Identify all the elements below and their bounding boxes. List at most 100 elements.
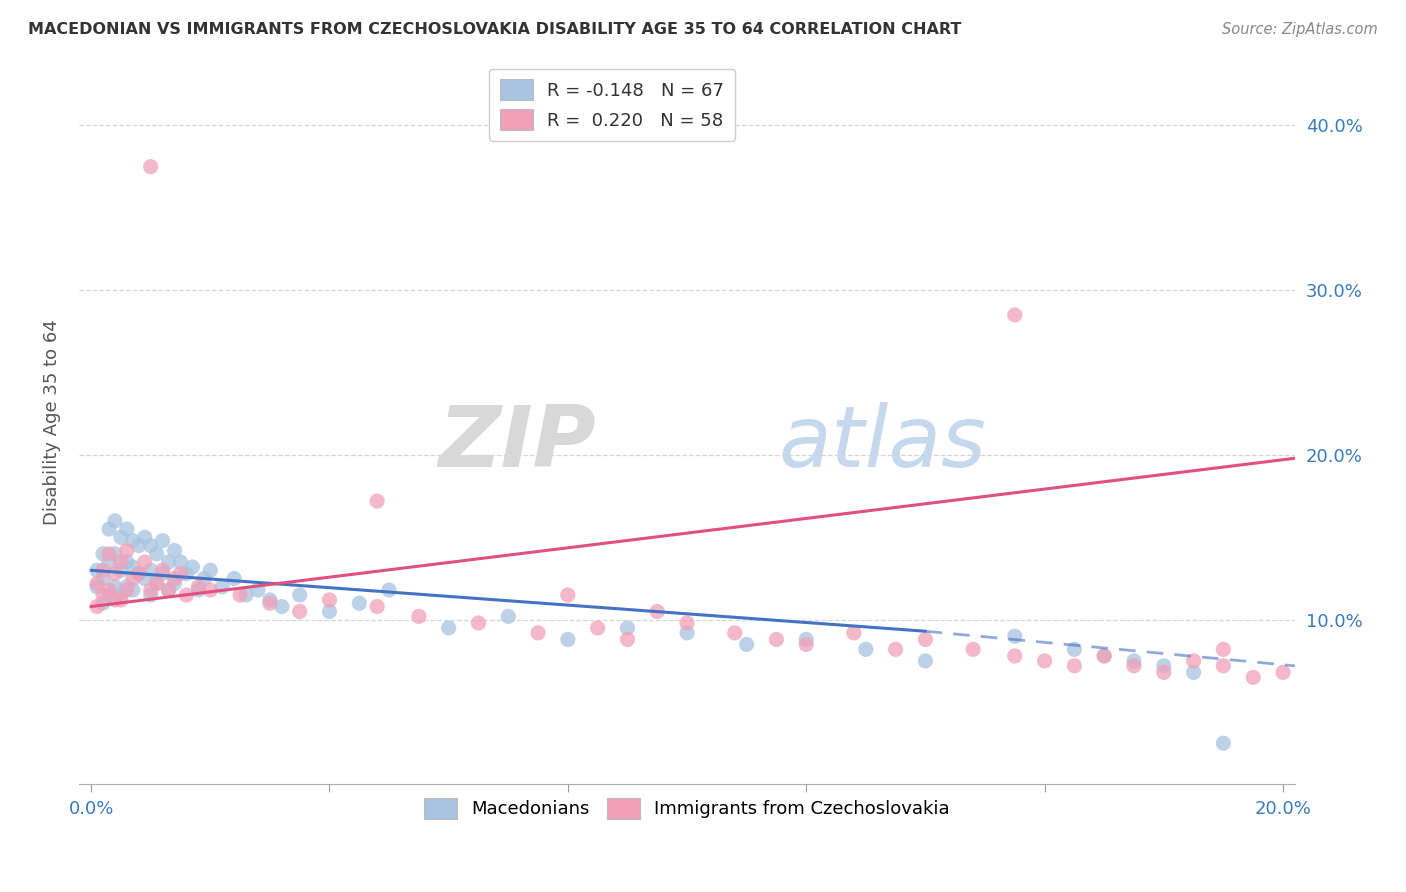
Point	[676, 615, 699, 630]
Point	[288, 604, 311, 618]
Point	[1004, 648, 1026, 663]
Point	[467, 615, 489, 630]
Point	[557, 588, 579, 602]
Point	[152, 533, 174, 548]
Point	[1272, 665, 1295, 680]
Point	[163, 576, 186, 591]
Point	[139, 160, 162, 174]
Y-axis label: Disability Age 35 to 64: Disability Age 35 to 64	[44, 319, 60, 524]
Point	[86, 576, 108, 591]
Point	[1092, 648, 1115, 663]
Point	[157, 582, 180, 597]
Point	[139, 582, 162, 597]
Point	[134, 530, 156, 544]
Point	[1033, 654, 1056, 668]
Point	[134, 555, 156, 569]
Point	[98, 547, 121, 561]
Point	[527, 625, 550, 640]
Point	[1212, 642, 1234, 657]
Point	[229, 588, 252, 602]
Point	[91, 588, 114, 602]
Point	[366, 599, 388, 614]
Point	[794, 632, 817, 647]
Point	[1092, 648, 1115, 663]
Point	[235, 588, 257, 602]
Point	[1123, 654, 1146, 668]
Point	[616, 621, 638, 635]
Point	[200, 582, 222, 597]
Point	[181, 560, 204, 574]
Point	[496, 609, 519, 624]
Point	[408, 609, 430, 624]
Point	[176, 566, 198, 581]
Text: atlas: atlas	[778, 402, 986, 485]
Point	[259, 593, 281, 607]
Point	[115, 543, 138, 558]
Point	[437, 621, 460, 635]
Point	[104, 566, 127, 581]
Point	[104, 580, 127, 594]
Point	[91, 547, 114, 561]
Point	[110, 555, 132, 569]
Text: MACEDONIAN VS IMMIGRANTS FROM CZECHOSLOVAKIA DISABILITY AGE 35 TO 64 CORRELATION: MACEDONIAN VS IMMIGRANTS FROM CZECHOSLOV…	[28, 22, 962, 37]
Point	[157, 582, 180, 597]
Point	[1182, 654, 1205, 668]
Point	[152, 566, 174, 581]
Point	[163, 543, 186, 558]
Point	[259, 596, 281, 610]
Point	[110, 588, 132, 602]
Point	[169, 566, 191, 581]
Point	[724, 625, 747, 640]
Point	[145, 547, 167, 561]
Point	[616, 632, 638, 647]
Point	[86, 580, 108, 594]
Point	[104, 514, 127, 528]
Point	[765, 632, 787, 647]
Point	[110, 530, 132, 544]
Point	[128, 566, 150, 581]
Point	[157, 555, 180, 569]
Point	[1241, 670, 1264, 684]
Point	[962, 642, 984, 657]
Point	[115, 555, 138, 569]
Point	[115, 580, 138, 594]
Point	[1063, 642, 1085, 657]
Point	[193, 572, 215, 586]
Point	[645, 604, 668, 618]
Point	[104, 547, 127, 561]
Point	[211, 580, 233, 594]
Point	[1212, 736, 1234, 750]
Point	[145, 576, 167, 591]
Point	[98, 588, 121, 602]
Point	[735, 637, 758, 651]
Point	[139, 563, 162, 577]
Point	[366, 494, 388, 508]
Point	[200, 563, 222, 577]
Point	[115, 522, 138, 536]
Point	[842, 625, 865, 640]
Legend: Macedonians, Immigrants from Czechoslovakia: Macedonians, Immigrants from Czechoslova…	[416, 791, 957, 826]
Point	[163, 572, 186, 586]
Point	[378, 582, 401, 597]
Point	[318, 593, 340, 607]
Point	[1153, 665, 1175, 680]
Point	[91, 563, 114, 577]
Point	[914, 632, 936, 647]
Point	[98, 522, 121, 536]
Point	[349, 596, 371, 610]
Point	[288, 588, 311, 602]
Point	[676, 625, 699, 640]
Point	[1004, 308, 1026, 322]
Point	[145, 576, 167, 591]
Point	[86, 599, 108, 614]
Point	[884, 642, 907, 657]
Text: Source: ZipAtlas.com: Source: ZipAtlas.com	[1222, 22, 1378, 37]
Point	[128, 539, 150, 553]
Point	[270, 599, 292, 614]
Point	[121, 582, 143, 597]
Point	[98, 555, 121, 569]
Point	[1153, 658, 1175, 673]
Point	[128, 566, 150, 581]
Point	[557, 632, 579, 647]
Point	[187, 582, 209, 597]
